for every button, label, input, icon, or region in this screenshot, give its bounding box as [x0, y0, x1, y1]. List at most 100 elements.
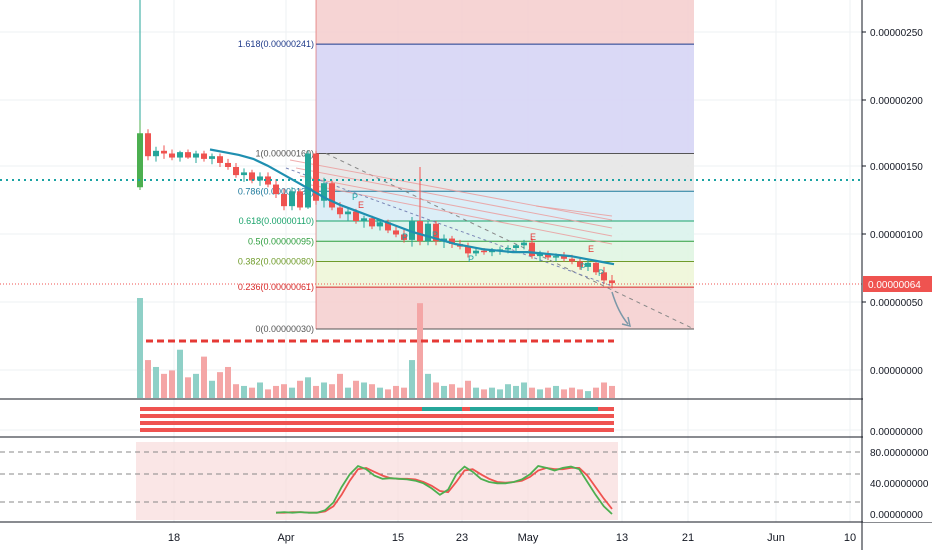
volume-bar — [137, 298, 143, 398]
candle-body — [337, 207, 343, 215]
fib-level-label: 0.236(0.00000061) — [238, 282, 314, 292]
volume-bar — [201, 356, 207, 398]
candle-body — [481, 250, 487, 253]
y-tick-label: 0.00000150 — [870, 162, 923, 173]
candle-body — [225, 162, 231, 167]
candle-body — [505, 248, 511, 250]
trend-indicator-pane — [140, 407, 614, 432]
fib-level-label: 0.5(0.00000095) — [248, 236, 314, 246]
volume-bar — [417, 303, 423, 398]
pattern-marker: P — [598, 268, 604, 278]
volume-bar — [225, 366, 231, 398]
pattern-marker: P — [580, 262, 586, 272]
candle-body — [465, 246, 471, 254]
candle-body — [321, 183, 327, 201]
volume-bar — [177, 349, 183, 398]
candle-body — [209, 156, 215, 159]
trend-tick-label: 0.00000000 — [870, 427, 923, 438]
volume-bar — [321, 382, 327, 398]
pattern-marker: P — [352, 192, 358, 202]
volume-bar — [609, 385, 615, 398]
volume-bar — [313, 385, 319, 398]
volume-bar — [369, 384, 375, 398]
volume-bar — [353, 380, 359, 398]
candle-body — [161, 150, 167, 154]
pattern-marker: P — [432, 230, 438, 240]
fib-level-label: 0(0.00000030) — [255, 324, 314, 334]
volume-bar — [345, 387, 351, 398]
candle-body — [289, 191, 295, 207]
volume-bar — [481, 389, 487, 398]
candle-body — [513, 245, 519, 248]
fib-level-label: 1(0.00000160) — [255, 149, 314, 159]
candle-body — [401, 234, 407, 240]
pattern-marker: P — [402, 232, 408, 242]
pattern-marker: P — [468, 254, 474, 264]
volume-bar — [281, 384, 287, 398]
candle-body — [449, 238, 455, 244]
volume-bars — [137, 298, 615, 398]
volume-bar — [209, 380, 215, 398]
candle-body — [473, 250, 479, 254]
candle-body — [569, 258, 575, 262]
moving-average-line — [209, 148, 615, 266]
price-axis[interactable]: 0.00000250 0.00000200 0.00000150 0.00000100… — [862, 0, 932, 522]
volume-bar — [497, 389, 503, 398]
channel-line — [289, 159, 613, 221]
channel-line — [299, 175, 613, 237]
candle-body — [561, 256, 567, 259]
x-tick-label: Apr — [277, 532, 294, 544]
candle-body — [257, 176, 263, 181]
volume-bar — [433, 382, 439, 398]
candle-body — [145, 133, 151, 157]
candle-body — [361, 218, 367, 221]
volume-bar — [185, 377, 191, 398]
candle-body — [185, 152, 191, 158]
time-axis[interactable]: 18 Apr 15 23 May 13 21 Jun 10 — [168, 532, 856, 544]
volume-bar — [377, 387, 383, 398]
last-price-label: 0.00000064 — [868, 280, 921, 291]
volume-bar — [393, 385, 399, 398]
volume-tick-label: 0.00000000 — [870, 366, 923, 377]
volume-bar — [521, 382, 527, 398]
volume-bar — [545, 387, 551, 398]
volume-bar — [249, 387, 255, 398]
volume-bar — [561, 389, 567, 398]
volume-bar — [449, 384, 455, 398]
volume-bar — [153, 366, 159, 398]
x-tick-label: Jun — [767, 532, 785, 544]
candlestick-series — [137, 0, 615, 289]
fib-zone-5 — [316, 261, 694, 288]
candle-body — [585, 262, 591, 267]
volume-bar — [305, 377, 311, 398]
candle-body — [329, 183, 335, 208]
projection-arrow[interactable] — [611, 291, 631, 328]
osc-tick-label: 80.00000000 — [870, 448, 929, 459]
fib-level-label: 0.382(0.00000080) — [238, 257, 314, 267]
volume-bar — [585, 391, 591, 398]
candle-body — [153, 150, 159, 157]
candle-body — [305, 153, 311, 208]
candle-body — [409, 221, 415, 240]
candle-body — [249, 172, 255, 181]
candle-body — [489, 250, 495, 253]
pattern-marker: E — [358, 200, 364, 210]
y-tick-label: 0.00000100 — [870, 230, 923, 241]
fib-level-label: 1.618(0.00000241) — [238, 39, 314, 49]
candle-body — [313, 153, 319, 201]
candle-body — [297, 191, 303, 208]
candle-body — [241, 172, 247, 176]
candle-body — [545, 253, 551, 258]
candle-body — [385, 222, 391, 231]
x-tick-label: 13 — [616, 532, 628, 544]
volume-bar — [553, 385, 559, 398]
x-tick-label: May — [518, 532, 539, 544]
x-tick-label: 23 — [456, 532, 468, 544]
volume-bar — [457, 387, 463, 398]
channel-line — [295, 167, 613, 229]
candle-body — [177, 152, 183, 158]
candle-body — [201, 153, 207, 159]
trend-bar — [140, 414, 614, 418]
